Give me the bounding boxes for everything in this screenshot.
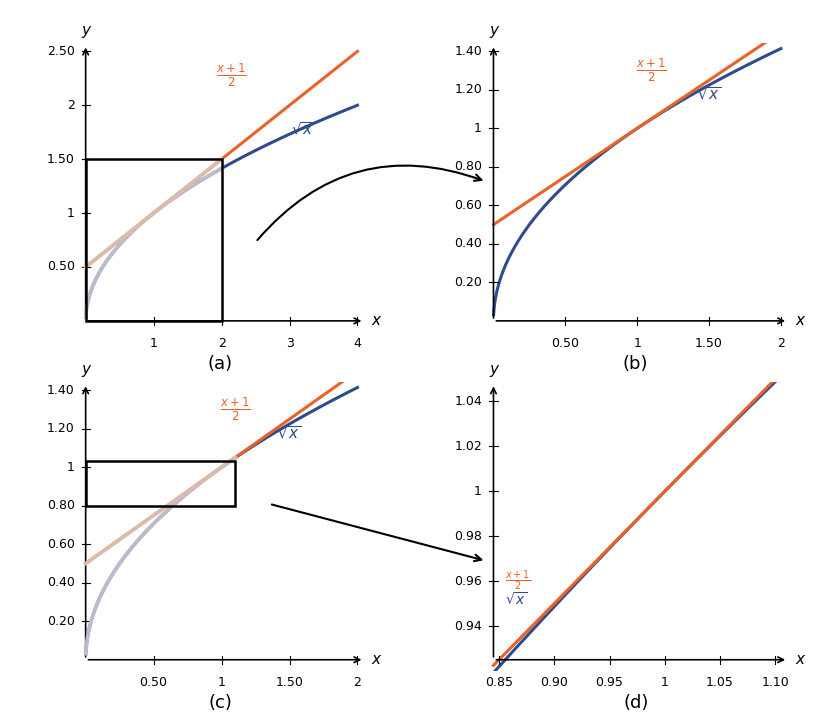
Text: 0.85: 0.85 — [485, 676, 513, 689]
Text: (c): (c) — [209, 694, 232, 712]
Text: 1.50: 1.50 — [47, 153, 75, 166]
Text: 1: 1 — [218, 676, 225, 689]
Text: y: y — [489, 362, 498, 377]
Text: y: y — [489, 23, 498, 38]
Text: 2: 2 — [777, 337, 784, 350]
Text: 0.50: 0.50 — [140, 676, 168, 689]
Text: x: x — [795, 653, 804, 667]
Text: 1.05: 1.05 — [706, 676, 734, 689]
Text: x: x — [371, 653, 380, 667]
Text: 0.96: 0.96 — [455, 575, 482, 588]
Text: 1: 1 — [67, 206, 75, 220]
Text: $\sqrt{x}$: $\sqrt{x}$ — [278, 424, 302, 441]
Text: 0.50: 0.50 — [551, 337, 579, 350]
Text: y: y — [81, 362, 90, 377]
Text: 1: 1 — [661, 676, 669, 689]
Text: 0.40: 0.40 — [454, 237, 482, 250]
Text: 0.98: 0.98 — [454, 530, 482, 543]
Text: 2: 2 — [218, 337, 225, 350]
Text: 1.50: 1.50 — [695, 337, 723, 350]
Text: 1.20: 1.20 — [455, 84, 482, 97]
Text: 1: 1 — [67, 461, 75, 474]
Text: $\frac{x+1}{2}$: $\frac{x+1}{2}$ — [219, 396, 251, 423]
Text: 0.60: 0.60 — [47, 538, 75, 551]
Text: x: x — [795, 314, 804, 328]
Text: x: x — [371, 314, 380, 328]
Text: 0.95: 0.95 — [596, 676, 623, 689]
Text: 2: 2 — [67, 99, 75, 112]
Text: 0.20: 0.20 — [454, 276, 482, 289]
Text: 1.02: 1.02 — [455, 440, 482, 453]
Text: 0.80: 0.80 — [47, 499, 75, 512]
Text: 0.40: 0.40 — [47, 576, 75, 589]
Text: 2.50: 2.50 — [47, 45, 75, 58]
Bar — [86, 461, 235, 505]
Text: 2: 2 — [353, 676, 361, 689]
Text: $\frac{x+1}{2}$: $\frac{x+1}{2}$ — [504, 569, 531, 593]
Text: (b): (b) — [623, 355, 648, 373]
Text: 1.40: 1.40 — [47, 384, 75, 397]
Text: 4: 4 — [353, 337, 361, 350]
Text: 0.90: 0.90 — [540, 676, 568, 689]
Text: 1: 1 — [150, 337, 158, 350]
Text: 1.10: 1.10 — [761, 676, 789, 689]
Text: 0.50: 0.50 — [47, 260, 75, 273]
Text: 0.20: 0.20 — [47, 615, 75, 628]
Text: $\frac{x+1}{2}$: $\frac{x+1}{2}$ — [636, 57, 667, 84]
Text: 1: 1 — [475, 122, 482, 135]
Text: (d): (d) — [623, 694, 648, 712]
Text: 0.80: 0.80 — [454, 160, 482, 173]
Text: $\sqrt{x}$: $\sqrt{x}$ — [504, 590, 527, 608]
Text: y: y — [81, 23, 90, 38]
Text: 1.20: 1.20 — [47, 423, 75, 435]
Text: (a): (a) — [208, 355, 233, 373]
Text: $\frac{x+1}{2}$: $\frac{x+1}{2}$ — [216, 61, 247, 89]
Text: 1.40: 1.40 — [455, 45, 482, 58]
Text: 0.60: 0.60 — [454, 199, 482, 212]
Bar — [86, 159, 222, 321]
Text: 1.04: 1.04 — [455, 395, 482, 408]
Text: 3: 3 — [286, 337, 293, 350]
Text: 1.50: 1.50 — [276, 676, 303, 689]
Text: $\sqrt{x}$: $\sqrt{x}$ — [696, 85, 721, 102]
Text: $\sqrt{x}$: $\sqrt{x}$ — [291, 120, 316, 138]
Text: 1: 1 — [633, 337, 641, 350]
Text: 1: 1 — [475, 485, 482, 497]
Text: 0.94: 0.94 — [455, 619, 482, 632]
